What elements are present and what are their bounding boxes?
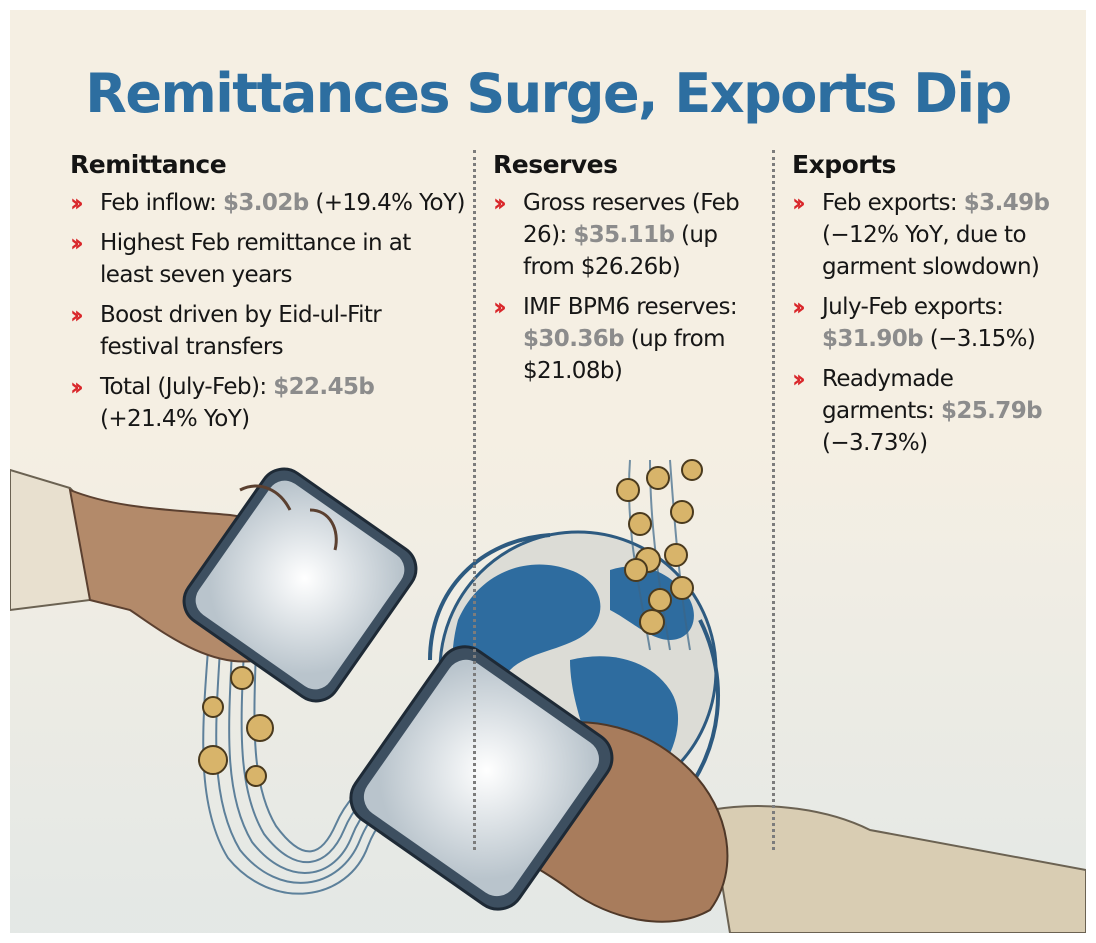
list-item: ›› Readymade garments: $25.79b (−3.73%) xyxy=(792,363,1062,459)
right-hand-with-phone xyxy=(349,645,1086,933)
column-heading: Remittance xyxy=(70,150,227,179)
item-value: $30.36b xyxy=(523,326,625,352)
remittance-column: Remittance ›› Feb inflow: $3.02b (+19.4%… xyxy=(70,150,465,443)
item-text: (up from $21.08b) xyxy=(523,326,726,384)
chevron-double-right-icon: ›› xyxy=(792,189,806,217)
item-text: Gross reserves (Feb 26): xyxy=(523,190,740,248)
item-text: Boost driven by Eid-ul-Fitr festival tra… xyxy=(100,302,382,360)
column-divider xyxy=(473,150,476,850)
list-item: ›› Boost driven by Eid-ul-Fitr festival … xyxy=(70,299,465,363)
item-value: $3.49b xyxy=(963,190,1050,216)
item-text: (−3.15%) xyxy=(923,326,1036,352)
list-item: ›› Gross reserves (Feb 26): $35.11b (up … xyxy=(493,187,748,283)
page-title: Remittances Surge, Exports Dip xyxy=(85,62,1012,125)
item-value: $22.45b xyxy=(273,374,375,400)
item-text: IMF BPM6 reserves: xyxy=(523,294,738,320)
list-item: ›› Feb inflow: $3.02b (+19.4% YoY) xyxy=(70,187,465,219)
list-item: ›› Highest Feb remittance in at least se… xyxy=(70,227,465,291)
item-value: $35.11b xyxy=(573,222,675,248)
chevron-double-right-icon: ›› xyxy=(792,365,806,393)
item-text: Highest Feb remittance in at least seven… xyxy=(100,230,411,288)
item-value: $3.02b xyxy=(222,190,309,216)
item-text: Feb exports: xyxy=(822,190,964,216)
item-text: (+21.4% YoY) xyxy=(100,406,250,432)
chevron-double-right-icon: ›› xyxy=(493,189,507,217)
taka-coin-icon xyxy=(198,666,274,787)
item-value: $31.90b xyxy=(822,326,924,352)
item-text: (+19.4% YoY) xyxy=(308,190,465,216)
chevron-double-right-icon: ›› xyxy=(70,229,84,257)
exports-column: Exports ›› Feb exports: $3.49b (−12% YoY… xyxy=(792,150,1062,467)
item-text: (−3.73%) xyxy=(822,430,928,456)
taka-coin-icon xyxy=(616,459,703,635)
list-item: ›› July-Feb exports: $31.90b (−3.15%) xyxy=(792,291,1062,355)
item-text: (up from $26.26b) xyxy=(523,222,718,280)
item-text: July-Feb exports: xyxy=(822,294,1004,320)
left-hand-with-phone xyxy=(10,467,418,703)
list-item: ›› Feb exports: $3.49b (−12% YoY, due to… xyxy=(792,187,1062,283)
chevron-double-right-icon: ›› xyxy=(70,189,84,217)
column-heading: Reserves xyxy=(493,150,618,179)
column-divider xyxy=(772,150,775,850)
item-text: Feb inflow: xyxy=(100,190,223,216)
item-text: Readymade garments: xyxy=(822,366,954,424)
chevron-double-right-icon: ›› xyxy=(792,293,806,321)
remittance-illustration xyxy=(10,440,1086,933)
item-value: $25.79b xyxy=(940,398,1043,424)
column-heading: Exports xyxy=(792,150,896,179)
chevron-double-right-icon: ›› xyxy=(70,301,84,329)
chevron-double-right-icon: ›› xyxy=(70,373,84,401)
list-item: ›› Total (July-Feb): $22.45b (+21.4% YoY… xyxy=(70,371,465,435)
item-text: Total (July-Feb): xyxy=(100,374,274,400)
list-item: ›› IMF BPM6 reserves: $30.36b (up from $… xyxy=(493,291,748,387)
reserves-column: Reserves ›› Gross reserves (Feb 26): $35… xyxy=(493,150,748,395)
infographic: Remittances Surge, Exports Dip Remittanc… xyxy=(10,10,1086,933)
item-text: (−12% YoY, due to garment slowdown) xyxy=(822,222,1040,280)
chevron-double-right-icon: ›› xyxy=(493,293,507,321)
